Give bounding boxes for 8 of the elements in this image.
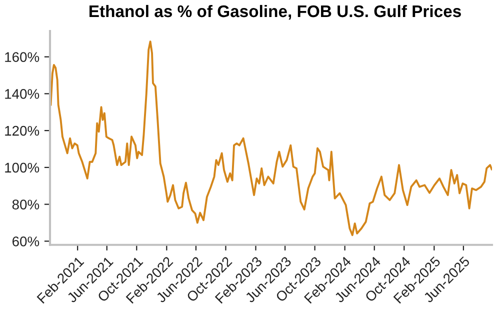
- chart-title: Ethanol as % of Gasoline, FOB U.S. Gulf Prices: [90, 4, 461, 20]
- y-tick-label: 60%: [12, 236, 40, 246]
- y-tick-label: 80%: [12, 200, 40, 210]
- y-tick-label: 120%: [5, 126, 40, 136]
- line-series: [50, 40, 492, 236]
- y-tick-label: 160%: [5, 52, 40, 62]
- y-tick-label: 140%: [5, 89, 40, 99]
- y-tick-label: 100%: [5, 162, 40, 173]
